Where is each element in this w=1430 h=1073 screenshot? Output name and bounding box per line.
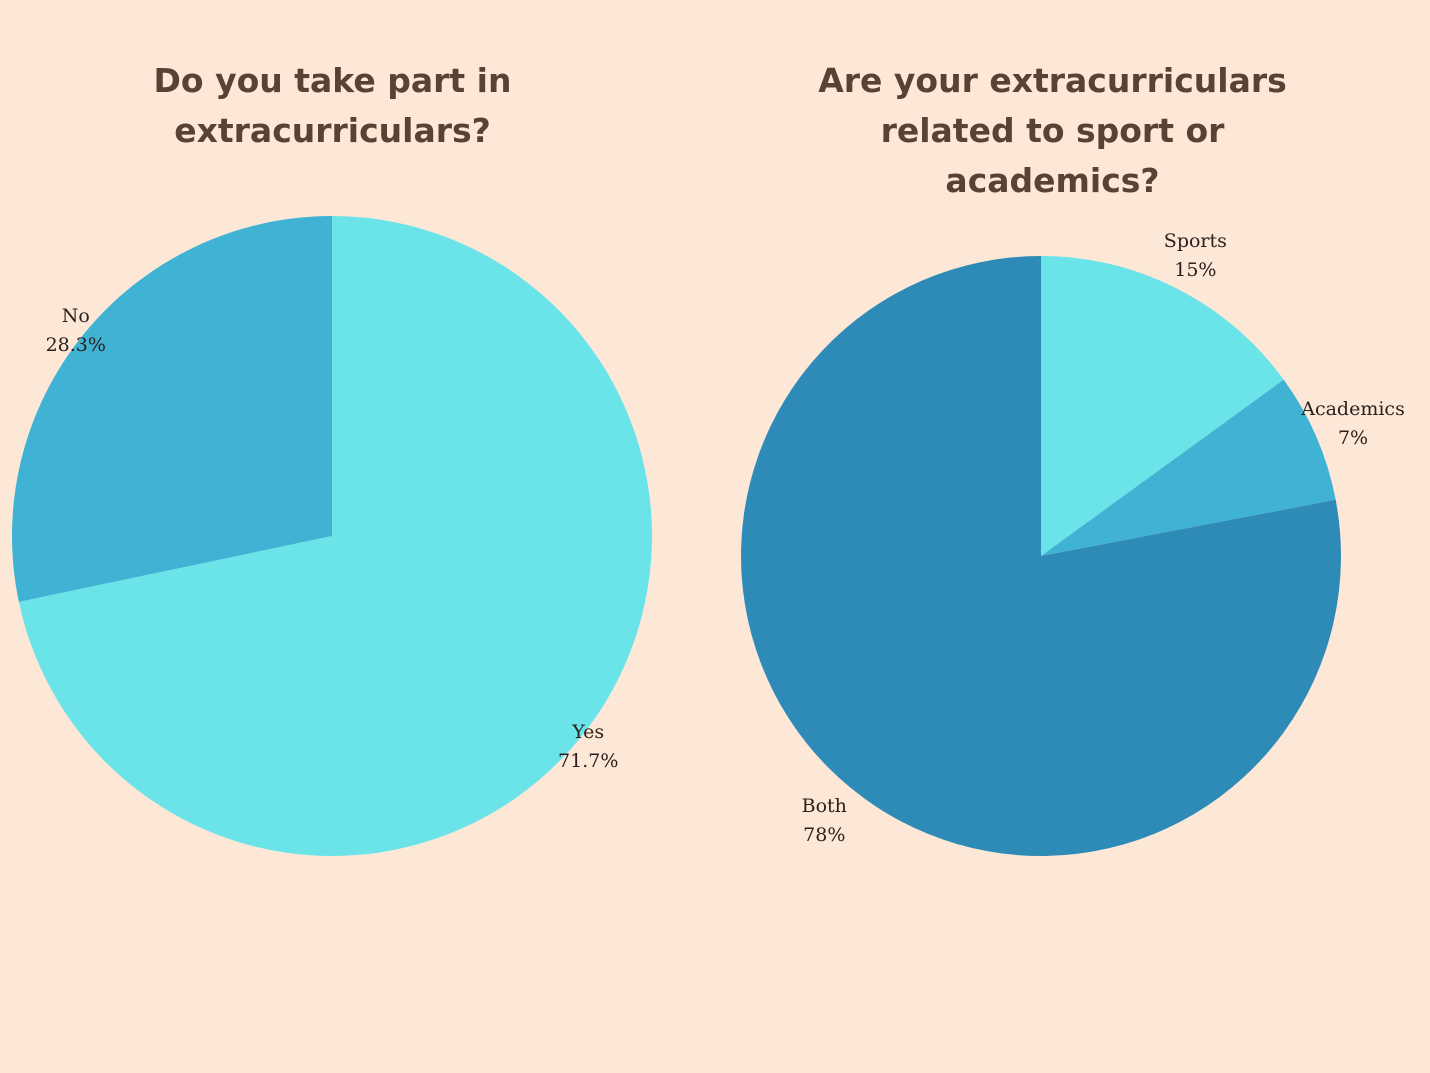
pie-slice-yes (18, 216, 652, 857)
pie-slice-no (11, 216, 332, 602)
slice-label-sports: Sports 15% (1164, 230, 1227, 281)
slice-label-both: Both 78% (802, 795, 847, 846)
pie-slice-both (740, 256, 1341, 856)
pie-chart-participation: Yes 71.7% No 28.3% (11, 216, 652, 857)
chart-title-extracurricular-type: Are your extracurriculars related to spo… (818, 61, 1287, 200)
slice-label-name: Academics (1300, 398, 1405, 420)
slice-label-percentage: 78% (803, 824, 845, 846)
slice-label-percentage: 71.7% (558, 750, 618, 772)
pie-slice-academics (1041, 379, 1336, 556)
slice-label-yes: Yes 71.7% (558, 721, 618, 772)
chart-title-extracurricular-participation: Do you take part in extracurriculars? (153, 61, 512, 150)
slice-label-name: Both (802, 795, 847, 817)
slice-label-academics: Academics 7% (1300, 398, 1405, 449)
slice-label-percentage: 15% (1174, 259, 1216, 281)
slice-label-name: Sports (1164, 230, 1227, 252)
pie-slice-sports (1041, 256, 1284, 556)
slice-label-no: No 28.3% (46, 305, 106, 356)
slice-label-name: No (62, 305, 90, 327)
slice-label-percentage: 28.3% (46, 334, 106, 356)
pie-chart-extracurricular-type: Sports 15% Academics 7% Both 78% (740, 230, 1405, 856)
slice-label-name: Yes (571, 721, 604, 743)
slice-label-percentage: 7% (1338, 427, 1368, 449)
